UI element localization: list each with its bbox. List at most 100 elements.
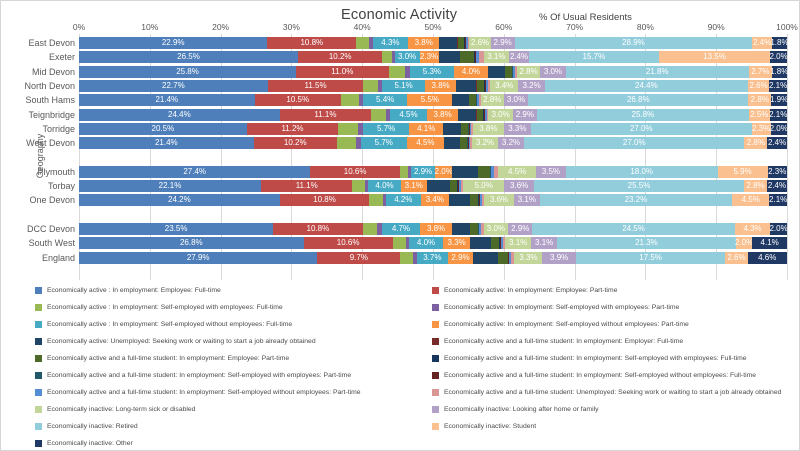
bar-segment: 4.0% [368,180,402,193]
x-axis-ticks: 0% 10% 20% 30% 40% 50% 60% 70% 80% 90% 100% [73,22,798,33]
segment-value-label: 27.4% [183,166,207,176]
bar-segment [371,108,386,121]
bar-segment [461,122,468,135]
bar-segment: 4.5% [389,108,427,121]
segment-value-label: 2.9% [413,166,433,176]
bar-segment [451,223,470,235]
gridline [574,34,576,280]
bar-segment: 21.8% [565,65,749,78]
category-label: Plymouth [37,166,75,177]
bar-row: South West 26.8% 10.6% 4.0% 3.3% 3.1% 3.1% 21.3… [1,236,787,250]
segment-value-label: 3.1% [509,238,528,248]
segment-value-label: 3.1% [517,195,536,205]
segment-value-label: 3.3% [508,123,527,133]
bar-segment: 3.1% [483,51,510,64]
bar-segment: 10.8% [267,37,357,50]
segment-value-label: 24.2% [168,195,191,205]
bar-segment [363,80,379,93]
legend-item: Economically active and a full-time stud… [432,367,796,384]
bar-segment [364,180,369,193]
bar-segment [490,237,500,250]
segment-value-label: 24.5% [622,224,645,233]
bar-segment [484,108,485,121]
bar-segment [479,94,481,107]
bar-segment: 5.4% [362,94,408,107]
bar-segment [459,180,461,193]
x-axis-tick: 60% [495,22,513,32]
category-label: South West [28,238,75,249]
legend-swatch-icon [35,338,42,345]
legend-swatch-icon [35,389,42,396]
bar-segment: 3.8% [420,223,452,235]
bar-segment: 3.0% [488,108,513,121]
segment-value-label: 3.1% [404,181,423,191]
legend-swatch-icon [35,321,42,328]
bar-segment [460,180,464,193]
segment-value-label: 3.0% [398,52,417,62]
bar-segment [392,51,395,64]
bar-segment [481,194,485,207]
bar-segment [382,194,386,207]
bar-segment [479,194,480,207]
bar-segment: 3.1% [505,237,532,250]
bar-segment [510,251,515,264]
segment-value-label: 2.8% [519,66,538,76]
axis-subtitle: % Of Usual Residents [539,12,632,23]
category-label: Torridge [42,123,75,134]
legend-label: Economically active and a full-time stud… [444,355,747,362]
segment-value-label: 4.5% [508,166,527,176]
group-spacer [1,150,787,164]
bar-segment: 3.8% [472,122,504,135]
legend-label: Economically active and a full-time stud… [444,338,684,345]
bar-segment: 11.0% [296,65,389,78]
segment-value-label: 4.0% [375,181,394,191]
bar-segment: 2.0% [769,51,788,64]
legend-swatch-icon [35,423,42,430]
legend-label: Economically inactive: Other [47,440,133,447]
bar-segment: 4.5% [498,165,537,178]
segment-value-label: 5.7% [374,138,393,148]
bar-segment [450,180,458,193]
bar-segment [479,223,482,235]
bar-segment: 5.3% [409,65,455,78]
segment-value-label: 25.8% [631,109,655,119]
bar-row: Torbay 22.1% 11.1% 4.0% 3.1% 5.0% 3.6% 25.5% 2.8… [1,179,787,193]
segment-value-label: 21.4% [155,95,179,105]
bar-segment: 11.1% [261,180,353,193]
segment-value-label: 3.3% [447,238,466,248]
bar-segment [509,251,511,264]
x-axis-tick: 0% [72,22,86,32]
category-label: Mid Devon [31,66,75,77]
segment-value-label: 20.5% [151,123,175,133]
bar-segment [356,37,370,50]
segment-value-label: 2.0% [734,238,754,248]
bar-row: Plymouth 27.4% 10.6% 2.9% 2.0% 4.5% 3.5% 18.0% 5… [1,165,787,179]
bar-segment: 2.3% [767,165,787,178]
segment-value-label: 26.8% [179,238,203,248]
bar-segment: 1.9% [770,94,788,107]
bar-row: East Devon 22.9% 10.8% 4.3% 3.8% 2.6% 2.9% 28.9… [1,36,789,50]
bar-segment: 2.9% [508,223,533,235]
legend-swatch-icon [35,372,42,379]
bar-segment [352,180,365,193]
bar-segment [362,223,378,235]
bar-segment [382,51,393,64]
bar-segment: 21.4% [79,94,255,107]
legend-label: Economically active: In employment: Empl… [444,287,618,294]
x-axis-tick: 20% [212,22,230,32]
legend-item: Economically inactive: Looking after hom… [432,401,796,418]
segment-value-label: 3.2% [522,81,541,91]
segment-value-label: 10.5% [286,95,310,105]
bar-segment [508,251,510,264]
bar-segment: 25.5% [533,180,745,193]
category-label: East Devon [28,38,75,49]
legend-swatch-icon [432,287,439,294]
bar-row: One Devon 24.2% 10.8% 4.2% 3.4% 3.6% 3.1% 23.2%… [1,193,787,207]
segment-value-label: 3.3% [519,252,538,262]
segment-value-label: 24.4% [635,81,658,91]
bar-segment: 15.7% [528,51,659,64]
segment-value-label: 3.1% [487,52,506,62]
bar-segment [413,251,417,264]
segment-value-label: 4.0% [416,238,436,248]
bar-segment [512,65,514,78]
